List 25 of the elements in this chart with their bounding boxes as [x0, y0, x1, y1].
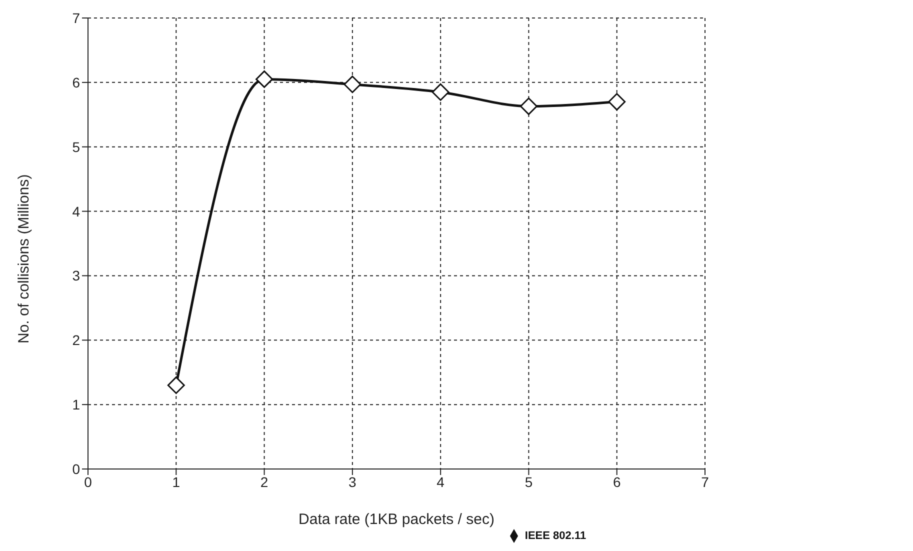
y-tick-label: 3	[72, 268, 80, 284]
y-tick-label: 2	[72, 332, 80, 348]
y-tick-label: 6	[72, 74, 80, 90]
point	[432, 83, 450, 101]
x-axis-title: Data rate (1KB packets / sec)	[298, 511, 494, 528]
point	[344, 76, 362, 94]
y-tick-label: 5	[72, 138, 80, 155]
point	[520, 98, 538, 116]
x-tick-label: 3	[348, 474, 357, 490]
point	[256, 70, 274, 88]
y-tick-label: 7	[72, 10, 80, 26]
x-tick-label: 1	[172, 474, 180, 490]
x-tick-label: 2	[260, 474, 268, 490]
y-axis-title: No. of collisions (Millions)	[15, 174, 32, 344]
y-tick-label: 4	[72, 203, 80, 220]
x-tick-label: 0	[84, 474, 92, 490]
point	[167, 376, 185, 394]
x-tick-label: 7	[701, 474, 710, 490]
y-tick-label: 0	[72, 460, 80, 477]
x-tick-label: 6	[612, 474, 621, 490]
point	[608, 93, 626, 111]
legend-label: IEEE 802.11	[524, 530, 586, 542]
y-tick-label: 1	[72, 396, 80, 413]
x-tick-label: 4	[436, 474, 445, 490]
x-tick-label: 5	[524, 474, 533, 490]
